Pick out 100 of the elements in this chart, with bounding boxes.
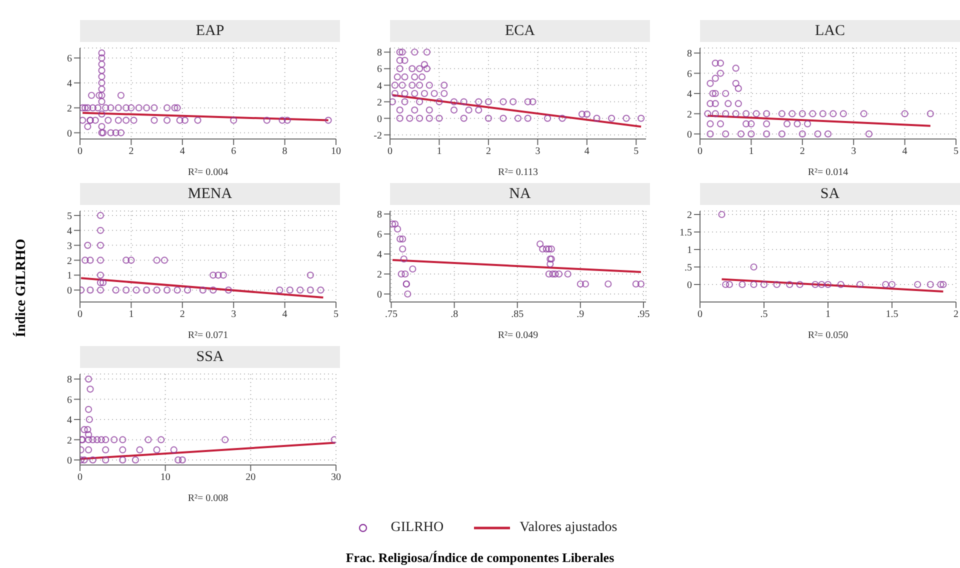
x-axis-title: R²= 0.008	[188, 493, 228, 504]
point	[107, 104, 114, 112]
point	[752, 110, 760, 118]
point	[220, 272, 227, 279]
point	[604, 280, 612, 288]
point	[788, 110, 796, 118]
x-axis-title: R²= 0.014	[808, 167, 848, 178]
x-tick-label: 5	[334, 309, 338, 320]
x-tick-label: 10	[160, 472, 170, 484]
y-tick-label: 2	[67, 256, 72, 267]
point	[712, 74, 719, 82]
x-tick-label: 4	[180, 146, 185, 158]
point	[284, 116, 291, 124]
point	[398, 270, 405, 278]
point	[748, 120, 755, 128]
point	[940, 280, 947, 288]
y-tick-label: 6	[67, 394, 72, 406]
y-tick-label: 6	[687, 68, 692, 80]
point	[706, 80, 714, 87]
point	[117, 92, 125, 99]
point	[98, 92, 106, 99]
x-tick-label: .9	[576, 309, 584, 320]
point	[153, 446, 160, 454]
point	[582, 280, 590, 288]
y-tick-label: 4	[687, 89, 692, 100]
y-tick-label: 2	[687, 109, 692, 120]
point	[150, 116, 158, 124]
point	[171, 104, 178, 112]
point	[86, 416, 93, 424]
x-tick-label: .95	[637, 309, 650, 320]
point	[112, 286, 120, 294]
point	[830, 110, 837, 118]
point	[576, 280, 584, 288]
x-tick-label: 2	[180, 309, 185, 320]
y-tick-label: 1.5	[680, 228, 692, 239]
point	[712, 110, 719, 118]
x-tick-label: 0	[698, 309, 702, 320]
point	[276, 286, 284, 294]
x-axis-title: R²= 0.050	[808, 330, 848, 341]
point	[545, 245, 552, 253]
x-tick-label: 5	[634, 146, 639, 158]
point	[128, 104, 135, 112]
point	[98, 54, 106, 62]
point	[734, 100, 742, 108]
y-tick-label: 8	[377, 48, 382, 59]
point	[546, 260, 554, 268]
point	[199, 286, 206, 294]
x-tick-label: 3	[535, 146, 540, 158]
point	[86, 256, 94, 264]
chart-title: EAP	[80, 20, 340, 42]
point	[709, 90, 716, 98]
point	[632, 280, 640, 288]
x-tick-label: 4	[902, 146, 908, 158]
point	[548, 245, 555, 253]
text: Frac. Religiosa/Índice de componentes Liberales	[344, 550, 616, 566]
point	[230, 116, 238, 124]
y-tick-label: 0	[687, 129, 692, 140]
point	[732, 110, 740, 118]
point	[89, 436, 96, 444]
legend-label: GILRHO	[390, 520, 444, 536]
point	[394, 225, 402, 233]
point	[110, 436, 118, 444]
point	[742, 120, 750, 128]
point	[158, 436, 165, 444]
point	[119, 436, 126, 444]
point	[89, 456, 96, 464]
x-tick-label: 0	[698, 146, 702, 158]
point	[794, 120, 801, 128]
x-tick-label: 2	[486, 146, 491, 158]
point	[122, 116, 130, 124]
y-tick-label: -2	[374, 130, 382, 142]
point	[409, 265, 416, 273]
point	[98, 66, 106, 74]
point	[778, 110, 786, 118]
point	[117, 129, 125, 136]
point	[860, 110, 868, 118]
y-tick-label: 8	[687, 48, 692, 60]
legend-label: Valores ajustados	[520, 520, 618, 536]
point	[555, 270, 563, 278]
point	[718, 211, 726, 218]
x-tick-label: 2	[800, 146, 805, 158]
point	[98, 79, 106, 86]
point	[114, 116, 122, 124]
x-tick-label: .85	[511, 309, 524, 320]
point	[130, 116, 138, 124]
point	[88, 92, 96, 99]
point	[737, 130, 745, 138]
point	[98, 110, 106, 118]
point	[84, 406, 92, 413]
point	[174, 104, 181, 112]
point	[819, 110, 826, 118]
point	[128, 256, 135, 264]
point	[132, 286, 140, 294]
point	[224, 286, 232, 294]
point	[178, 456, 186, 464]
point	[796, 280, 804, 288]
point	[539, 245, 546, 253]
point	[391, 220, 399, 228]
point	[210, 286, 217, 294]
x-tick-label: 5	[954, 146, 958, 158]
